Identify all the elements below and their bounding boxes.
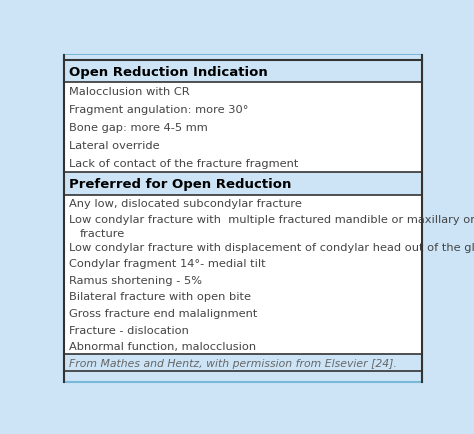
Text: Malocclusion with CR: Malocclusion with CR [69, 87, 190, 97]
FancyBboxPatch shape [64, 56, 422, 61]
FancyBboxPatch shape [64, 355, 422, 371]
Text: Abnormal function, malocclusion: Abnormal function, malocclusion [69, 341, 256, 351]
Text: Any low, dislocated subcondylar fracture: Any low, dislocated subcondylar fracture [69, 199, 302, 209]
Text: Open Reduction Indication: Open Reduction Indication [69, 66, 268, 78]
FancyBboxPatch shape [64, 196, 422, 355]
Text: fracture: fracture [80, 228, 126, 238]
Text: Gross fracture end malalignment: Gross fracture end malalignment [69, 308, 257, 318]
Text: Bone gap: more 4-5 mm: Bone gap: more 4-5 mm [69, 123, 208, 133]
Text: Low condylar fracture with  multiple fractured mandible or maxillary or Le Fort: Low condylar fracture with multiple frac… [69, 214, 474, 224]
Text: Lateral override: Lateral override [69, 141, 160, 151]
Text: Fracture - dislocation: Fracture - dislocation [69, 325, 189, 335]
Text: Low condylar fracture with displacement of condylar head out of the glenoid foss: Low condylar fracture with displacement … [69, 242, 474, 252]
Text: Preferred for Open Reduction: Preferred for Open Reduction [69, 178, 292, 191]
Text: Ramus shortening - 5%: Ramus shortening - 5% [69, 275, 202, 285]
Text: Lack of contact of the fracture fragment: Lack of contact of the fracture fragment [69, 159, 299, 169]
Text: Condylar fragment 14°- medial tilt: Condylar fragment 14°- medial tilt [69, 259, 266, 269]
Text: Fragment angulation: more 30°: Fragment angulation: more 30° [69, 105, 249, 115]
Text: From Mathes and Hentz, with permission from Elsevier [24].: From Mathes and Hentz, with permission f… [69, 358, 397, 368]
FancyBboxPatch shape [64, 56, 422, 382]
Text: Bilateral fracture with open bite: Bilateral fracture with open bite [69, 292, 251, 302]
FancyBboxPatch shape [64, 83, 422, 173]
FancyBboxPatch shape [64, 61, 422, 83]
FancyBboxPatch shape [64, 173, 422, 196]
